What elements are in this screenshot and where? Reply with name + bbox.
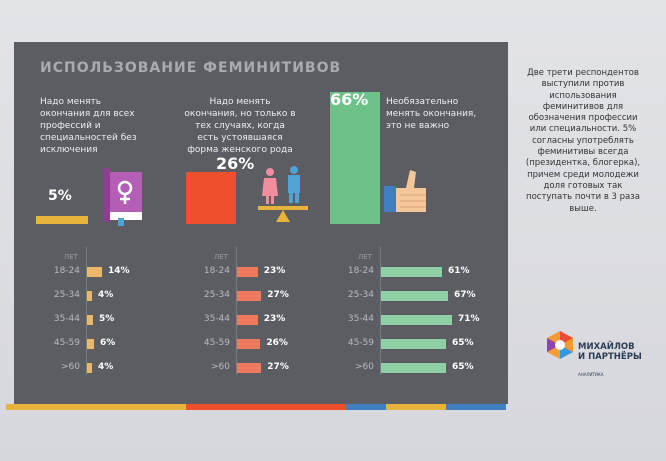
panel-3-axis: [380, 247, 381, 375]
overall-value-2: 26%: [216, 154, 255, 173]
age-label: 25-34: [203, 290, 230, 300]
age-bar: [87, 339, 94, 349]
age-label: >60: [355, 362, 374, 372]
age-bar: [237, 339, 261, 349]
age-bar: [87, 363, 92, 373]
age-value: 4%: [98, 362, 114, 372]
age-label: 45-59: [53, 338, 80, 348]
age-bar: [87, 291, 92, 301]
age-bar: [381, 339, 446, 349]
group2-label: Надо менять окончания, но только в тех с…: [184, 97, 296, 155]
overall-bar-3: [330, 92, 380, 224]
chart-title: ИСПОЛЬЗОВАНИЕ ФЕМИНИТИВОВ: [40, 60, 342, 76]
age-bar: [237, 315, 258, 325]
scales-figures-icon: [258, 166, 308, 222]
age-value: 23%: [263, 314, 286, 324]
age-label: >60: [61, 362, 80, 372]
panel-2-header: ЛЕТ: [214, 253, 228, 261]
age-value: 61%: [448, 266, 470, 276]
logo-line2: И ПАРТНЁРЫ: [578, 352, 642, 362]
age-bar: [87, 315, 93, 325]
panel-1-header: ЛЕТ: [64, 253, 78, 261]
age-bar: [237, 291, 262, 301]
logo-text: МИХАЙЛОВ И ПАРТНЁРЫ: [578, 342, 642, 362]
age-label: 35-44: [347, 314, 374, 324]
age-label: 35-44: [203, 314, 230, 324]
overall-value-3: 66%: [330, 90, 369, 109]
age-label: 35-44: [53, 314, 80, 324]
age-label: 25-34: [53, 290, 80, 300]
age-bar: [237, 363, 262, 373]
age-value: 65%: [452, 362, 474, 372]
age-value: 27%: [267, 362, 289, 372]
age-value: 27%: [267, 290, 289, 300]
age-bar: [381, 363, 446, 373]
age-value: 6%: [100, 338, 116, 348]
age-bar: [381, 267, 442, 277]
panel-3-header: ЛЕТ: [358, 253, 372, 261]
age-value: 23%: [263, 266, 286, 276]
age-label: 18-24: [53, 266, 80, 276]
overall-bar-2: [186, 172, 236, 224]
age-bar: [87, 267, 102, 277]
age-label: 45-59: [203, 338, 230, 348]
age-value: 65%: [452, 338, 474, 348]
overall-value-1: 5%: [48, 188, 72, 204]
age-bar: [381, 315, 452, 325]
age-label: 45-59: [347, 338, 374, 348]
age-label: >60: [211, 362, 230, 372]
age-value: 67%: [454, 290, 476, 300]
group1-label: Надо менять окончания для всех профессий…: [40, 97, 137, 155]
age-value: 14%: [108, 266, 130, 276]
logo-subtitle: АНАЛИТИКА: [578, 372, 604, 377]
age-label: 18-24: [347, 266, 374, 276]
age-bar: [381, 291, 448, 301]
group3-label: Необязательно менять окончания, это не в…: [386, 97, 477, 131]
logo-hexagon-icon: [547, 331, 573, 359]
logo-line1: МИХАЙЛОВ: [578, 342, 635, 352]
book-female-symbol-icon: [104, 168, 142, 226]
age-value: 71%: [458, 314, 480, 324]
poster-bottom-stripe: [6, 404, 506, 410]
thumbs-up-icon: [384, 170, 426, 212]
age-value: 4%: [98, 290, 114, 300]
age-label: 25-34: [347, 290, 374, 300]
age-bar: [237, 267, 258, 277]
age-value: 26%: [266, 338, 288, 348]
age-value: 5%: [99, 314, 115, 324]
side-description: Две трети респондентов выступили против …: [525, 68, 641, 214]
overall-bar-1: [36, 216, 88, 224]
panel-1-axis: [86, 247, 87, 375]
infographic-poster: ИСПОЛЬЗОВАНИЕ ФЕМИНИТИВОВ Надо менять ок…: [14, 42, 508, 404]
panel-2-axis: [236, 247, 237, 375]
age-label: 18-24: [203, 266, 230, 276]
